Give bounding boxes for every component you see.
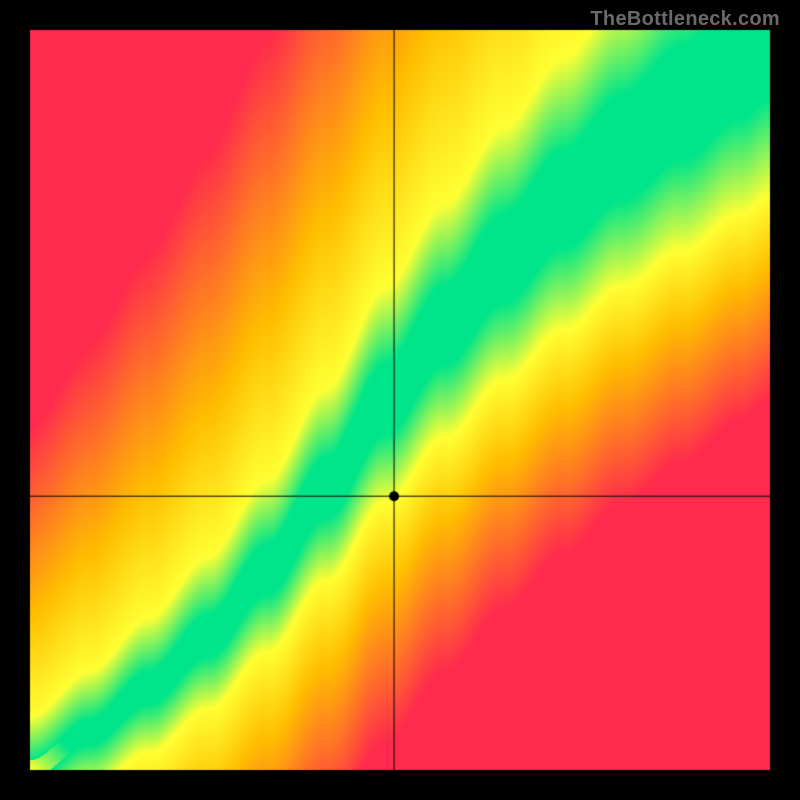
heatmap-canvas xyxy=(0,0,800,800)
watermark-text: TheBottleneck.com xyxy=(590,8,780,31)
chart-container: TheBottleneck.com xyxy=(0,0,800,800)
